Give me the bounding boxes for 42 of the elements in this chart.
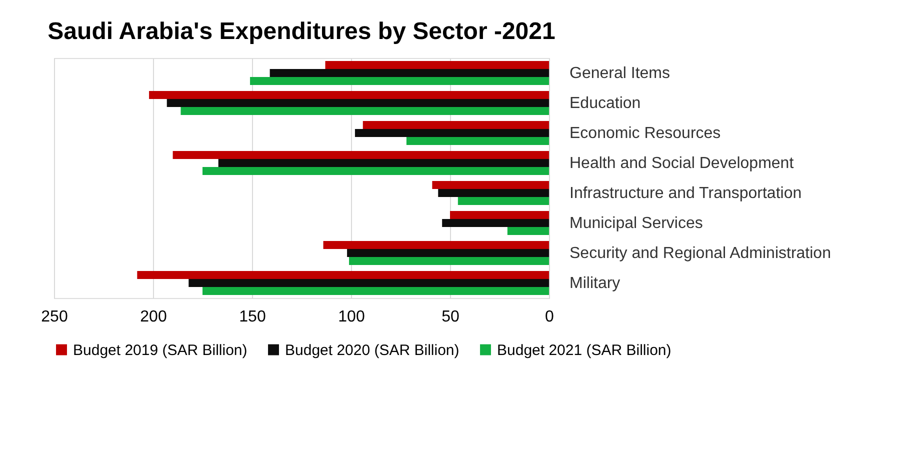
bar: [202, 167, 549, 175]
legend-label: Budget 2020 (SAR Billion): [285, 342, 460, 359]
y-tick-label: Military: [570, 275, 620, 292]
legend-label: Budget 2019 (SAR Billion): [73, 342, 248, 359]
bar: [347, 249, 549, 257]
bar: [188, 279, 549, 287]
x-tick-label: 150: [239, 308, 266, 326]
y-tick-label: Infrastructure and Transportation: [570, 185, 802, 202]
y-tick-label: Health and Social Development: [570, 155, 794, 172]
bar: [270, 69, 549, 77]
bar: [323, 241, 549, 249]
bar: [250, 77, 549, 85]
bar: [137, 271, 549, 279]
bar: [172, 151, 549, 159]
bar: [166, 99, 549, 107]
bar: [354, 129, 549, 137]
bar: [325, 61, 549, 69]
bar: [180, 107, 549, 115]
y-tick-label: Education: [570, 95, 641, 112]
bar: [202, 287, 549, 295]
bar: [218, 159, 549, 167]
y-tick-label: Municipal Services: [570, 215, 703, 232]
x-tick-label: 250: [41, 308, 68, 326]
bar: [362, 121, 549, 129]
bar: [406, 137, 549, 145]
bar: [149, 91, 549, 99]
x-tick-label: 0: [545, 308, 554, 326]
bar: [507, 227, 549, 235]
bar: [438, 189, 549, 197]
x-tick-label: 200: [140, 308, 167, 326]
y-tick-label: Economic Resources: [570, 125, 721, 142]
bar: [432, 181, 549, 189]
bar: [450, 211, 549, 219]
x-tick-label: 100: [338, 308, 365, 326]
y-tick-label: Security and Regional Administration: [570, 245, 831, 262]
x-tick-label: 50: [442, 308, 460, 326]
chart-title: Saudi Arabia's Expenditures by Sector -2021: [48, 18, 556, 45]
bar: [349, 257, 549, 265]
legend-label: Budget 2021 (SAR Billion): [497, 342, 672, 359]
y-tick-label: General Items: [570, 65, 670, 82]
bar: [442, 219, 549, 227]
bar: [458, 197, 549, 205]
